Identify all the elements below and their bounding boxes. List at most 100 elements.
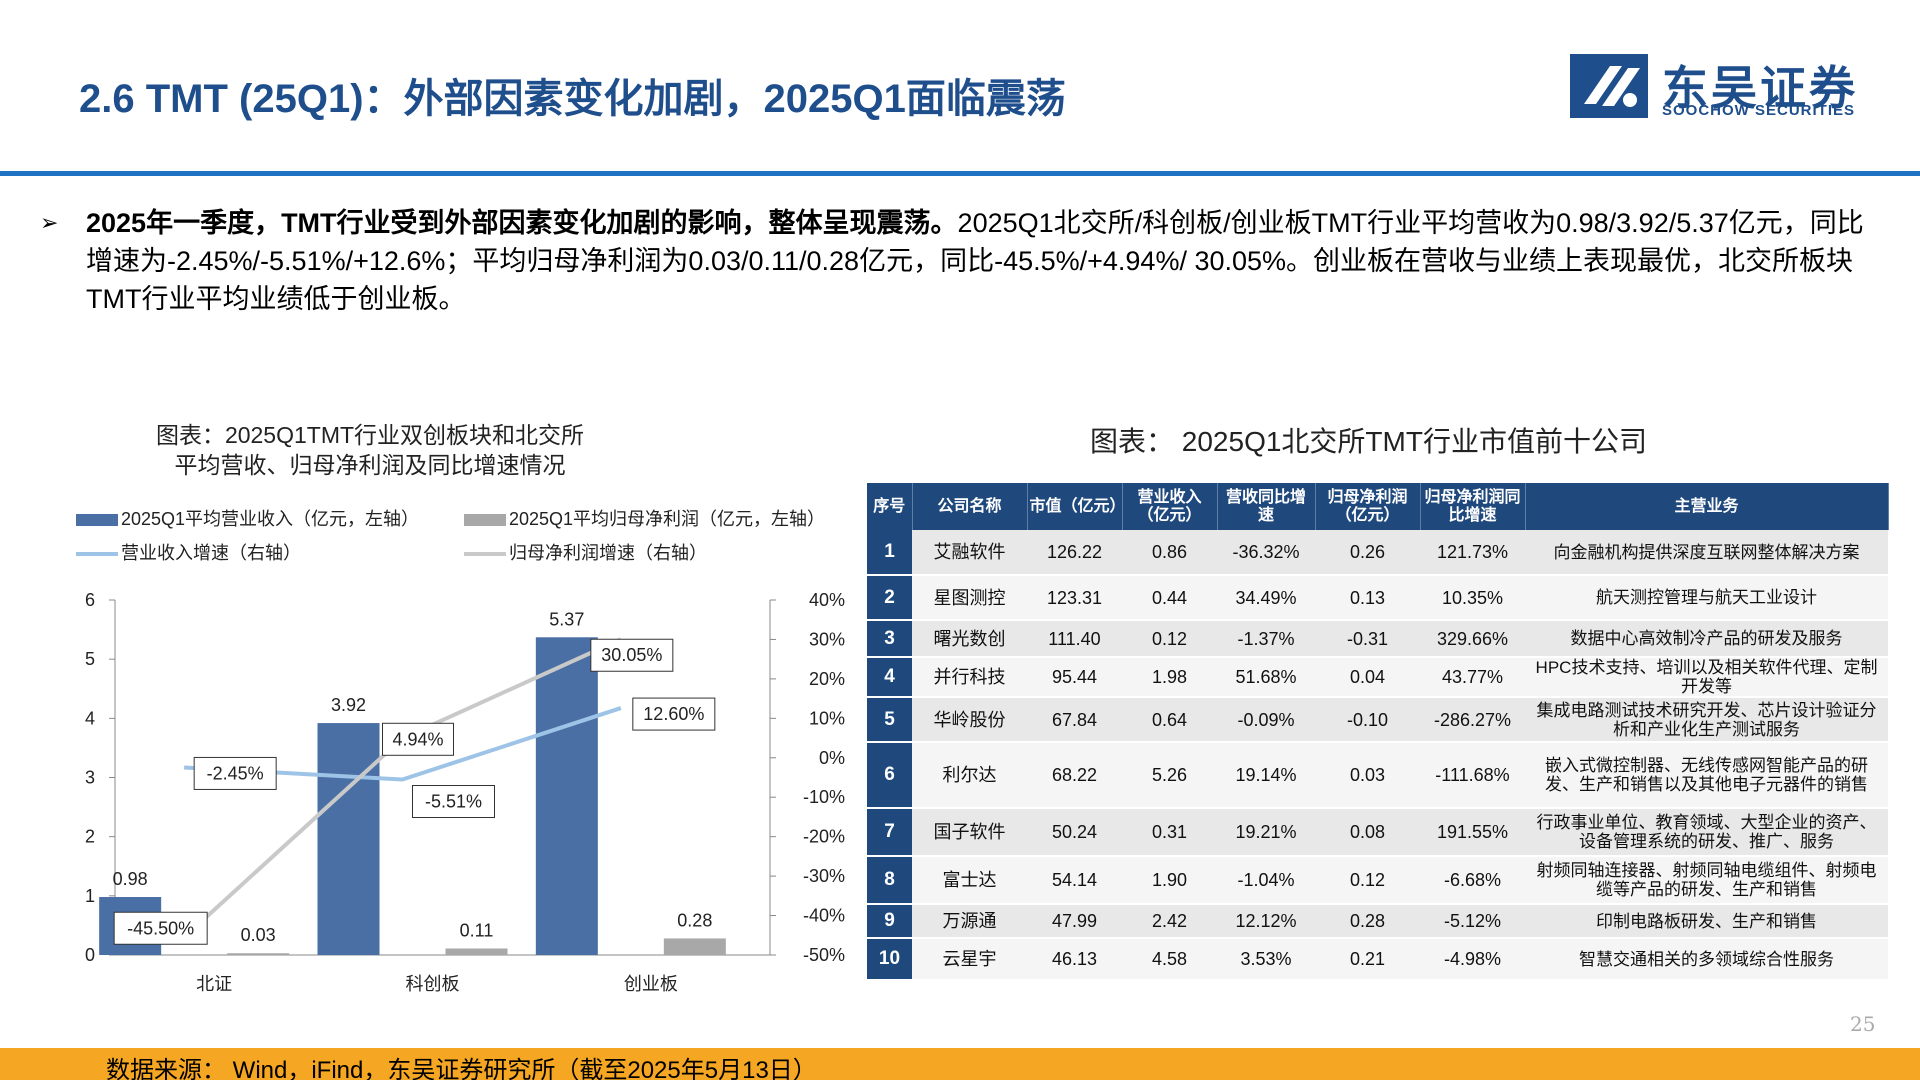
table-header-cell: 序号: [867, 483, 913, 530]
table-cell: -1.04%: [1217, 856, 1315, 905]
revenue-bar-label: 3.92: [331, 695, 366, 715]
legend-item-profit: 2025Q1平均归母净利润（亿元，左轴）: [464, 505, 825, 531]
table-cell: 0.03: [1315, 742, 1420, 809]
table-cell: 2.42: [1122, 904, 1217, 939]
profit-bar-label: 0.03: [241, 925, 276, 945]
table-cell: 47.99: [1027, 904, 1122, 939]
table-header-cell: 营收同比增速: [1217, 483, 1316, 530]
table-row: 4 并行科技 95.44 1.98 51.68% 0.04 43.77% HPC技术支持、培训…: [867, 657, 1888, 698]
table-cell: -1.37%: [1217, 620, 1315, 658]
table-cell: 0.12: [1122, 620, 1217, 658]
y-right-tick-label: -30%: [803, 866, 845, 886]
table-cell: 19.21%: [1217, 808, 1315, 857]
table-cell: 54.14: [1027, 856, 1122, 905]
table-row: 2 星图测控 123.31 0.44 34.49% 0.13 10.35% 航天测控管理与航天…: [867, 575, 1888, 621]
profit-bar: [663, 938, 726, 955]
chart-legend: 2025Q1平均营业收入（亿元，左轴） 2025Q1平均归母净利润（亿元，左轴）…: [76, 505, 856, 565]
table-cell: 123.31: [1027, 575, 1122, 621]
table-cell: 1.90: [1122, 856, 1217, 905]
legend-label-revenue-growth: 营业收入增速（右轴）: [121, 543, 301, 563]
table-cell: 富士达: [912, 856, 1027, 905]
y-left-tick-label: 1: [85, 886, 95, 906]
table-header-row: 序号 公司名称 市值（亿元） 营业收入（亿元） 营收同比增速 归母净利润（亿元） 归母净利润…: [867, 483, 1889, 530]
table-cell: 万源通: [912, 904, 1027, 939]
revenue-bar: [535, 637, 598, 955]
profit-growth-callout: [382, 722, 454, 756]
x-tick-label: 科创板: [406, 974, 460, 994]
profit-bar-label: 0.28: [677, 910, 712, 930]
table-cell: 34.49%: [1217, 575, 1315, 621]
table-cell: 0.21: [1315, 938, 1420, 981]
y-right-tick-label: 20%: [809, 669, 845, 689]
y-right-tick-label: 10%: [809, 708, 845, 728]
table-cell: 43.77%: [1420, 657, 1525, 698]
x-tick-label: 创业板: [624, 974, 678, 994]
table-title: 图表： 2025Q1北交所TMT行业市值前十公司: [1090, 426, 1647, 457]
y-left-tick-label: 4: [85, 708, 95, 728]
table-cell: 46.13: [1027, 938, 1122, 981]
table-cell: HPC技术支持、培训以及相关软件代理、定制开发等: [1525, 657, 1888, 698]
header-divider: [0, 171, 1920, 176]
table-cell: -0.09%: [1217, 697, 1315, 743]
table-cell: 19.14%: [1217, 742, 1315, 809]
table-header-cell: 公司名称: [912, 483, 1028, 530]
table-cell: 12.12%: [1217, 904, 1315, 939]
logo-chinese-name: 东吴证券: [1662, 62, 1858, 114]
table-row: 1 艾融软件 126.22 0.86 -36.32% 0.26 121.73% 向金融机构提供…: [867, 530, 1888, 576]
legend-swatch-profit: [464, 514, 506, 527]
data-labels: 0.98 3.92 5.37 0.03 0.11 0.28 -2.45% -5.51% 12.6…: [113, 609, 716, 945]
table-cell: -36.32%: [1217, 530, 1315, 576]
table-cell: -0.10: [1315, 697, 1420, 743]
table-cell: 95.44: [1027, 657, 1122, 698]
dual-axis-chart: 0 1 2 3 4 5 6 -50% -40% -30% -20% -10% 0% 10% 20% 30% 40…: [85, 590, 845, 994]
y-left-tick-label: 0: [85, 945, 95, 965]
table-cell: 1: [867, 530, 912, 576]
table-cell: 191.55%: [1420, 808, 1525, 857]
table-cell: 6: [867, 742, 912, 809]
table-cell: -4.98%: [1420, 938, 1525, 981]
y-right-tick-label: 30%: [809, 629, 845, 649]
y-right-tick-label: -20%: [803, 827, 845, 847]
revenue-growth-callout: [193, 756, 277, 790]
legend-swatch-revenue: [76, 514, 118, 527]
profit-bar-label: 0.11: [460, 920, 494, 940]
profit-growth-label: 4.94%: [392, 729, 443, 749]
table-cell: -0.31: [1315, 620, 1420, 658]
table-cell: 射频同轴连接器、射频同轴电缆组件、射频电缆等产品的研发、生产和销售: [1525, 856, 1888, 905]
legend-label-profit: 2025Q1平均归母净利润（亿元，左轴）: [509, 509, 826, 529]
revenue-growth-callout: [412, 785, 495, 819]
y-right-tick-label: -50%: [803, 945, 845, 965]
footer-bar: 数据来源： Wind，iFind，东吴证券研究所（截至2025年5月13日）: [0, 1048, 1920, 1080]
table-cell: 华岭股份: [912, 697, 1027, 743]
legend-label-profit-growth: 归母净利润增速（右轴）: [509, 543, 707, 563]
revenue-bar: [317, 723, 380, 955]
summary-paragraph: 2025年一季度，TMT行业受到外部因素变化加剧的影响，整体呈现震荡。2025Q…: [86, 204, 1886, 318]
table-cell: 数据中心高效制冷产品的研发及服务: [1525, 620, 1888, 658]
table-row: 9 万源通 47.99 2.42 12.12% 0.28 -5.12% 印制电路板研发、生产和…: [867, 904, 1888, 939]
legend-item-profit-growth: 归母净利润增速（右轴）: [464, 539, 707, 565]
table-cell: 0.64: [1122, 697, 1217, 743]
legend-item-revenue-growth: 营业收入增速（右轴）: [76, 539, 301, 565]
y-right-tick-label: -10%: [803, 787, 845, 807]
table-cell: 印制电路板研发、生产和销售: [1525, 904, 1888, 939]
summary-lead: 2025年一季度，TMT行业受到外部因素变化加剧的影响，整体呈现震荡。: [86, 208, 958, 238]
table-cell: 68.22: [1027, 742, 1122, 809]
table-cell: 云星宇: [912, 938, 1027, 981]
table-cell: 智慧交通相关的多领域综合性服务: [1525, 938, 1888, 981]
table-cell: 121.73%: [1420, 530, 1525, 576]
axis-ticks: 0 1 2 3 4 5 6 -50% -40% -30% -20% -10% 0% 10% 20% 30% 40…: [85, 590, 845, 994]
y-right-tick-label: 0%: [819, 748, 845, 768]
revenue-growth-label: -5.51%: [425, 792, 482, 812]
profit-growth-callout: [113, 911, 208, 945]
table-cell: 51.68%: [1217, 657, 1315, 698]
table-cell: -6.68%: [1420, 856, 1525, 905]
revenue-growth-callout: [632, 697, 716, 731]
revenue-growth-label: 12.60%: [643, 704, 704, 724]
table-cell: 10: [867, 938, 912, 981]
table-cell: 艾融软件: [912, 530, 1027, 576]
table-cell: -111.68%: [1420, 742, 1525, 809]
table-cell: 126.22: [1027, 530, 1122, 576]
y-left-tick-label: 3: [85, 768, 95, 788]
table-cell: 0.26: [1315, 530, 1420, 576]
table-cell: 5.26: [1122, 742, 1217, 809]
